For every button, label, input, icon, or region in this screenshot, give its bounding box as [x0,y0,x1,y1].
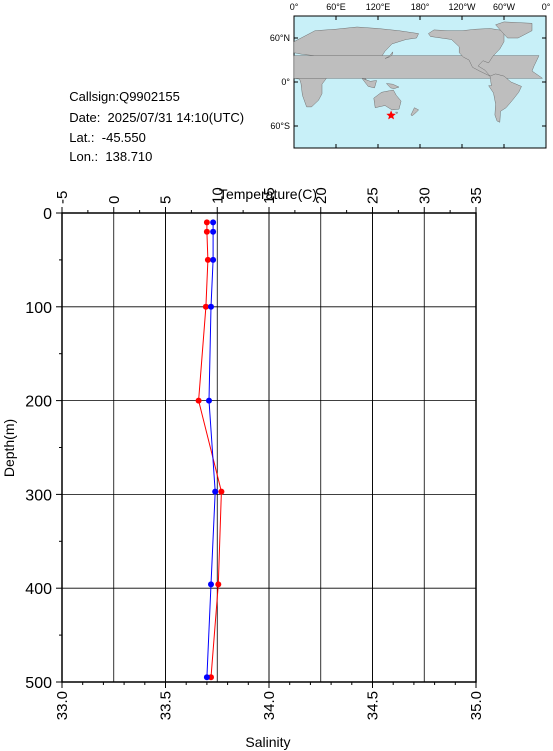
temperature-tick-label: 20 [313,187,330,204]
latitude-text: Lat.: -45.550 [62,114,146,146]
depth-tick-label: 100 [25,300,52,317]
salinity-tick-label: 35.0 [468,691,485,720]
salinity-point [210,256,217,263]
salinity-point [210,228,217,235]
salinity-point [212,488,219,495]
salinity-tick-label: 33.0 [54,691,71,720]
temperature-profile-line [198,222,222,678]
map-lon-label: 0° [290,2,299,12]
temperature-point [215,581,222,588]
temperature-tick-label: 15 [261,187,278,204]
float-location-marker [386,110,396,120]
temperature-point [202,303,209,310]
world-map-inset: 0° 60°E 120°E 180° 120°W 60°W 0° 60°N 0° 60°S [270,2,551,149]
map-lon-label: 120°E [366,2,391,12]
land-mass [394,111,398,115]
salinity-profile-line [206,222,216,678]
map-lon-label: 60°E [326,2,346,12]
salinity-point [210,219,217,226]
depth-tick-label: 200 [25,394,52,411]
map-lat-label: 60°S [270,121,290,131]
land-mass [410,107,420,116]
land-mass [488,73,522,123]
salinity-axis-label: Salinity [245,734,290,750]
plot-series [195,219,225,681]
depth-axis-label: Depth(m) [1,419,17,477]
salinity-tick-label: 34.0 [261,691,278,720]
date-value: 2025/07/31 14:10(UTC) [107,110,245,125]
salinity-point [203,674,210,681]
lat-label: Lat.: [69,130,95,145]
date-text: Date: 2025/07/31 14:10(UTC) [62,94,244,126]
map-lat-label: 0° [281,77,290,87]
temperature-tick-label: 30 [416,187,433,204]
lon-label: Lon.: [69,149,99,164]
temperature-tick-label: 10 [209,187,226,204]
map-lon-label: 0° [542,2,551,12]
depth-tick-label: 0 [43,206,52,223]
depth-tick-label: 500 [25,675,52,692]
temperature-tick-label: 35 [468,187,485,204]
temperature-point [195,397,202,404]
temperature-tick-label: -5 [54,191,71,204]
callsign-value: Callsign:Q9902155 [69,89,180,104]
temperature-tick-label: 0 [106,196,123,204]
temperature-axis-label: Temperature(C) [219,186,317,202]
depth-tick-label: 300 [25,487,52,504]
land-mass [361,77,377,89]
map-lon-label: 180° [411,2,430,12]
lon-value: 138.710 [105,149,153,164]
temperature-point [204,256,211,263]
plot-grid [61,212,477,683]
temperature-point [203,219,210,226]
map-land [293,21,544,123]
temperature-point [218,488,225,495]
salinity-tick-label: 34.5 [365,691,382,720]
salinity-point [208,303,214,310]
longitude-text: Lon.: 138.710 [62,133,152,165]
temperature-point [208,674,214,681]
land-mass [373,89,402,111]
land-mass [384,51,393,59]
land-mass [495,21,533,39]
map-ticks: 0° 60°E 120°E 180° 120°W 60°W 0° 60°N 0° 60°S [270,2,551,148]
salinity-point [208,581,214,588]
map-lon-label: 60°W [493,2,516,12]
temperature-tick-label: 25 [365,187,382,204]
map-lat-label: 60°N [270,33,290,43]
lat-value: -45.550 [101,130,146,145]
salinity-tick-label: 33.5 [158,691,175,720]
date-label: Date: [69,110,101,125]
temperature-tick-label: 5 [158,196,175,204]
depth-tick-label: 400 [25,581,52,598]
temperature-point [203,228,210,235]
salinity-point [206,397,212,404]
location-star-icon [386,110,396,120]
land-mass [293,55,544,79]
map-lon-label: 120°W [448,2,476,12]
land-mass [385,83,400,89]
land-mass [428,28,505,77]
callsign-text: Callsign:Q9902155 [62,73,180,105]
